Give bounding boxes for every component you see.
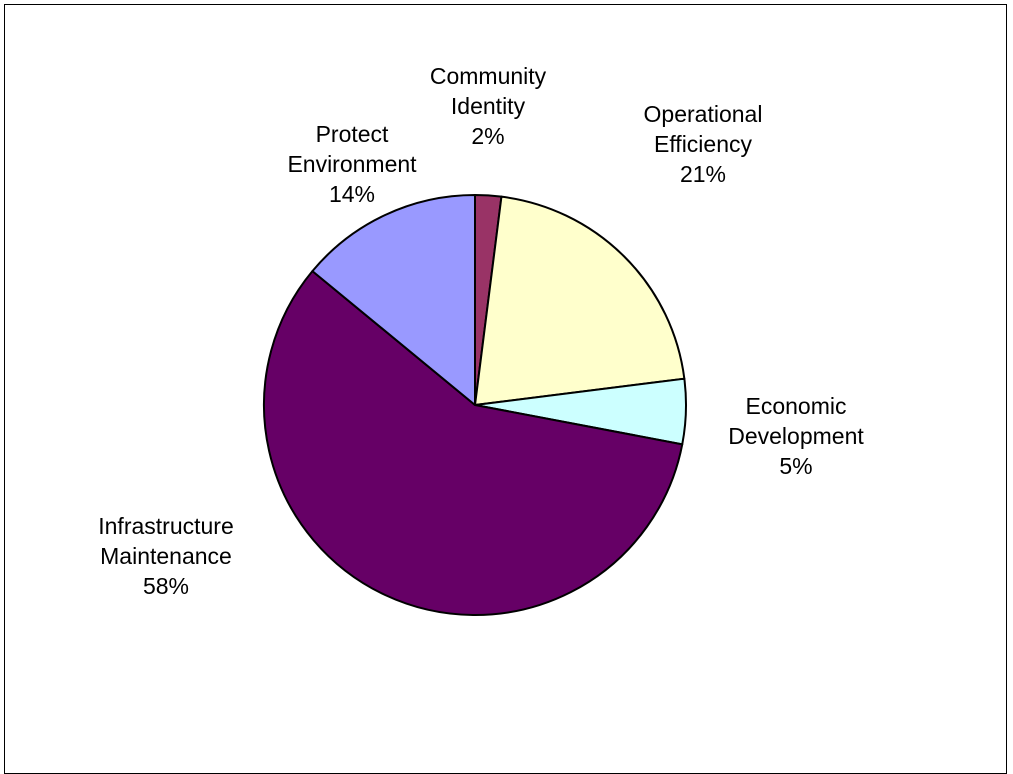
slice-percent-label: 2%	[471, 123, 504, 149]
slice-name-line: Infrastructure	[98, 513, 234, 539]
slice-name-line: Operational	[644, 101, 763, 127]
slice-labels: Community Identity 2% Operational Efficiency…	[98, 63, 864, 599]
slice-percent-label: 58%	[143, 573, 189, 599]
slice-name-line: Environment	[287, 151, 417, 177]
pie-slice-operational-efficiency	[474, 195, 686, 406]
slice-name-line: Economic	[746, 393, 847, 419]
slice-name-line: Efficiency	[654, 131, 753, 157]
slice-label-economic-development: Economic Development 5%	[728, 393, 864, 479]
slice-name-line: Maintenance	[100, 543, 232, 569]
slice-name-line: Community	[430, 63, 547, 89]
pie-slices	[263, 194, 687, 616]
slice-name-line: Identity	[451, 93, 526, 119]
pie-slice-infrastructure-maintenance	[263, 270, 684, 616]
slice-percent-label: 5%	[779, 453, 812, 479]
slice-label-protect-environment: Protect Environment 14%	[287, 121, 417, 207]
slice-percent-label: 14%	[329, 181, 375, 207]
slice-label-infrastructure-maintenance: Infrastructure Maintenance 58%	[98, 513, 234, 599]
pie-slice-protect-environment	[311, 194, 476, 406]
slice-percent-label: 21%	[680, 161, 726, 187]
slice-name-line: Protect	[316, 121, 389, 147]
slice-name-line: Development	[728, 423, 864, 449]
slice-label-community-identity: Community Identity 2%	[430, 63, 547, 149]
slice-label-operational-efficiency: Operational Efficiency 21%	[644, 101, 763, 187]
